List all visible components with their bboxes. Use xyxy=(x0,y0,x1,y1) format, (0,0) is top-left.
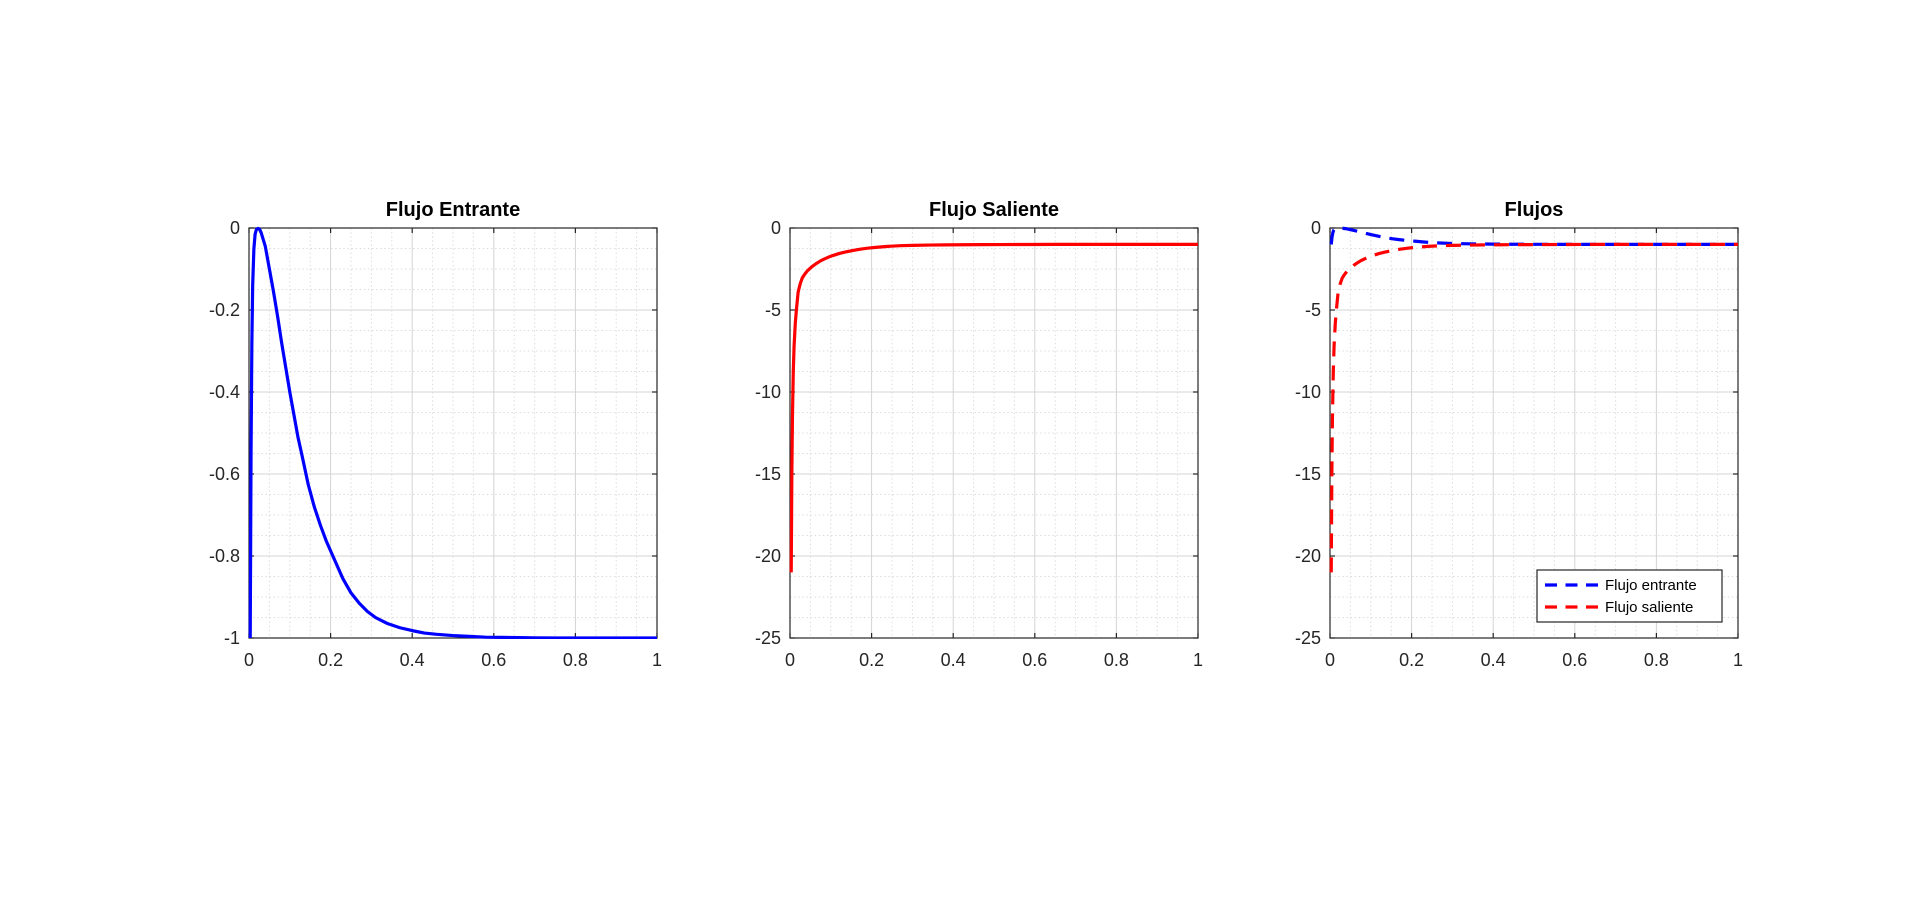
y-tick-label: -1 xyxy=(224,628,240,648)
minor-grid xyxy=(249,228,657,638)
minor-grid xyxy=(790,228,1198,638)
y-tick-label: -15 xyxy=(1295,464,1321,484)
x-tick-label: 0.4 xyxy=(1481,650,1506,670)
y-tick-label: -5 xyxy=(1305,300,1321,320)
series-flujo-entrante xyxy=(1329,226,1738,247)
y-tick-label: -20 xyxy=(1295,546,1321,566)
y-tick-label: 0 xyxy=(1311,218,1321,238)
chart-title-flujo-entrante: Flujo Entrante xyxy=(385,199,521,221)
x-tick-label: 0.8 xyxy=(1104,650,1129,670)
series-flujo-saliente xyxy=(789,242,1198,573)
x-tick-label: 0.2 xyxy=(859,650,884,670)
x-tick-label: 1 xyxy=(1193,650,1203,670)
subplot-flujos: Flujos 0 0.2 0.4 0.6 0.8 1 0 -5 -10 -15 -20 -25 Fluj… xyxy=(1245,185,1805,695)
x-tick-label: 0 xyxy=(785,650,795,670)
y-tick-label: -25 xyxy=(1295,628,1321,648)
x-tick-label: 0.4 xyxy=(400,650,425,670)
x-tick-label: 0 xyxy=(244,650,254,670)
legend-label: Flujo saliente xyxy=(1605,599,1693,616)
axes-box xyxy=(789,227,1199,639)
chart-canvas-flujos: 0 0.2 0.4 0.6 0.8 1 0 -5 -10 -15 -20 -25 Flujo entra… xyxy=(1295,218,1743,670)
chart-title-flujo-saliente: Flujo Saliente xyxy=(928,199,1060,221)
subplot-flujo-entrante: Flujo Entrante 0 0.2 0.4 0.6 0.8 1 0 -0.2 -0.4 -0… xyxy=(164,185,724,695)
x-tick-label: 0.8 xyxy=(1644,650,1669,670)
chart-canvas-flujo-entrante: 0 0.2 0.4 0.6 0.8 1 0 -0.2 -0.4 -0.6 -0.8 -1 xyxy=(209,218,662,670)
y-tick-label: -25 xyxy=(755,628,781,648)
x-tick-label: 0.2 xyxy=(1399,650,1424,670)
chart-title-flujos: Flujos xyxy=(1504,199,1564,221)
y-tick-label: -0.6 xyxy=(209,464,240,484)
axes-box xyxy=(248,227,658,639)
y-tick-label: -20 xyxy=(755,546,781,566)
legend-label: Flujo entrante xyxy=(1605,577,1697,594)
y-tick-label: -10 xyxy=(755,382,781,402)
x-tick-label: 1 xyxy=(1733,650,1743,670)
series-flujo-saliente xyxy=(1329,242,1738,573)
chart-canvas-flujo-saliente: 0 0.2 0.4 0.6 0.8 1 0 -5 -10 -15 -20 -25 xyxy=(755,218,1203,670)
y-tick-label: -5 xyxy=(765,300,781,320)
x-tick-label: 0.6 xyxy=(1022,650,1047,670)
y-tick-label: -10 xyxy=(1295,382,1321,402)
axes-box xyxy=(1329,227,1739,639)
subplot-flujo-saliente: Flujo Saliente 0 0.2 0.4 0.6 0.8 1 0 -5 -10 -15 -2… xyxy=(705,185,1265,695)
y-tick-label: -0.2 xyxy=(209,300,240,320)
x-tick-label: 0.6 xyxy=(481,650,506,670)
major-grid xyxy=(249,228,657,638)
legend: Flujo entrante Flujo saliente xyxy=(1536,569,1723,623)
x-tick-label: 0.4 xyxy=(941,650,966,670)
series-flujo-entrante xyxy=(248,226,657,639)
major-grid xyxy=(790,228,1198,638)
x-tick-label: 1 xyxy=(652,650,662,670)
x-tick-label: 0.2 xyxy=(318,650,343,670)
y-tick-label: 0 xyxy=(771,218,781,238)
y-tick-label: -15 xyxy=(755,464,781,484)
y-tick-label: -0.4 xyxy=(209,382,240,402)
x-tick-label: 0 xyxy=(1325,650,1335,670)
x-tick-label: 0.6 xyxy=(1562,650,1587,670)
x-tick-label: 0.8 xyxy=(563,650,588,670)
y-tick-label: -0.8 xyxy=(209,546,240,566)
y-tick-label: 0 xyxy=(230,218,240,238)
